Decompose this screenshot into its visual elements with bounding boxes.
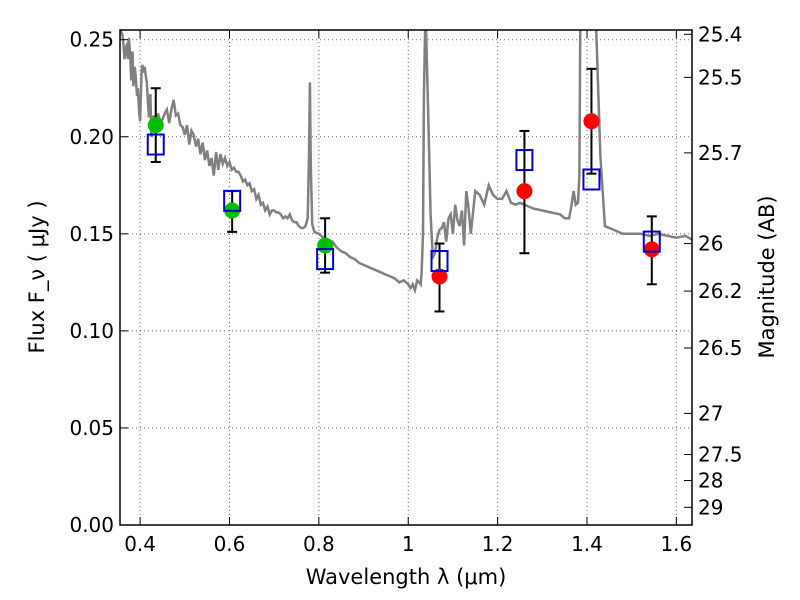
right-tick-label: 27.5: [698, 443, 743, 467]
y-tick-label: 0.05: [69, 416, 114, 440]
filled-circle-marker: [431, 268, 448, 285]
right-axis-label: Magnitude (AB): [755, 195, 779, 358]
right-axis-label-text: Magnitude (AB): [755, 195, 779, 358]
x-tick-label: 0.6: [214, 532, 246, 556]
open-square-marker: [515, 149, 534, 172]
open-square-marker: [582, 168, 601, 191]
axis-ticks: 0.4 0.6 0.8 1 1.2 1.4 1.6 0.00 0.05 0.10 0.15 0.20 0…: [69, 22, 742, 556]
open-square-marker: [223, 189, 242, 212]
data-markers: [146, 113, 661, 285]
right-tick-label: 26.5: [698, 336, 743, 360]
right-tick-label: 25.5: [698, 65, 743, 89]
right-tick-label: 28: [698, 469, 723, 493]
right-tick-label: 27: [698, 401, 723, 425]
filled-circle-marker: [147, 117, 164, 134]
x-axis-label: Wavelength λ (μm): [306, 565, 507, 589]
right-tick-label: 26.2: [698, 279, 743, 303]
open-square-marker: [430, 250, 449, 272]
filled-circle-marker: [643, 241, 660, 258]
x-tick-label: 1.4: [571, 532, 603, 556]
x-tick-label: 0.4: [124, 532, 156, 556]
y-axis-label: Flux F_ν ( μJy ): [25, 200, 50, 353]
y-tick-label: 0.00: [69, 513, 114, 537]
open-square-marker: [146, 133, 165, 156]
y-tick-label: 0.20: [69, 125, 114, 149]
x-tick-label: 1: [402, 532, 415, 556]
x-tick-label: 1.2: [482, 532, 514, 556]
y-axis-label-text: Flux F_ν ( μJy ): [25, 200, 50, 353]
plot-frame: [119, 29, 693, 526]
y-tick-label: 0.25: [69, 28, 114, 52]
x-axis-label-text: Wavelength λ (μm): [306, 565, 507, 589]
right-tick-label: 29: [698, 495, 723, 519]
right-tick-label: 26: [698, 232, 723, 256]
right-tick-label: 25.4: [698, 22, 743, 46]
filled-circle-marker: [317, 237, 334, 254]
filled-circle-marker: [516, 183, 533, 200]
x-tick-label: 0.8: [303, 532, 335, 556]
x-tick-label: 1.6: [660, 532, 692, 556]
open-square-marker: [642, 230, 661, 253]
open-square-marker: [316, 248, 335, 271]
y-tick-label: 0.10: [69, 319, 114, 343]
right-tick-label: 25.7: [698, 141, 743, 165]
y-tick-label: 0.15: [69, 222, 114, 246]
filled-circle-marker: [583, 113, 600, 130]
